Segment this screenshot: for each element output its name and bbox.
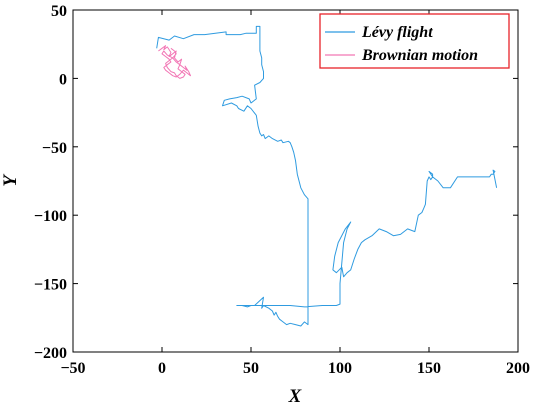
series-layer bbox=[156, 25, 498, 327]
x-axis-label: X bbox=[288, 386, 303, 407]
y-tick-label: −150 bbox=[34, 277, 67, 294]
legend: Lévy flight Brownian motion bbox=[319, 13, 510, 69]
y-tick-label: −100 bbox=[34, 208, 67, 225]
y-tick-label: 0 bbox=[59, 71, 67, 88]
x-tick-label: 0 bbox=[158, 360, 166, 377]
x-tick-label: 50 bbox=[243, 360, 259, 377]
ticks-layer: −50 0 50 100 150 200 50 0 −50 −100 −150 −200 bbox=[34, 3, 530, 377]
legend-box bbox=[319, 13, 510, 69]
y-axis-label: Y bbox=[0, 173, 21, 187]
series-line-1 bbox=[158, 45, 191, 79]
legend-label-levy: Lévy flight bbox=[361, 24, 433, 41]
x-tick-label: 150 bbox=[417, 360, 441, 377]
legend-label-brownian: Brownian motion bbox=[361, 47, 478, 64]
x-tick-label: 200 bbox=[506, 360, 530, 377]
y-tick-label: 50 bbox=[51, 3, 67, 20]
axes-frame bbox=[72, 9, 519, 353]
y-tick-label: −200 bbox=[34, 345, 67, 362]
series-line-0 bbox=[156, 25, 498, 327]
x-tick-label: −50 bbox=[60, 360, 85, 377]
x-tick-label: 100 bbox=[328, 360, 352, 377]
y-tick-label: −50 bbox=[42, 140, 67, 157]
